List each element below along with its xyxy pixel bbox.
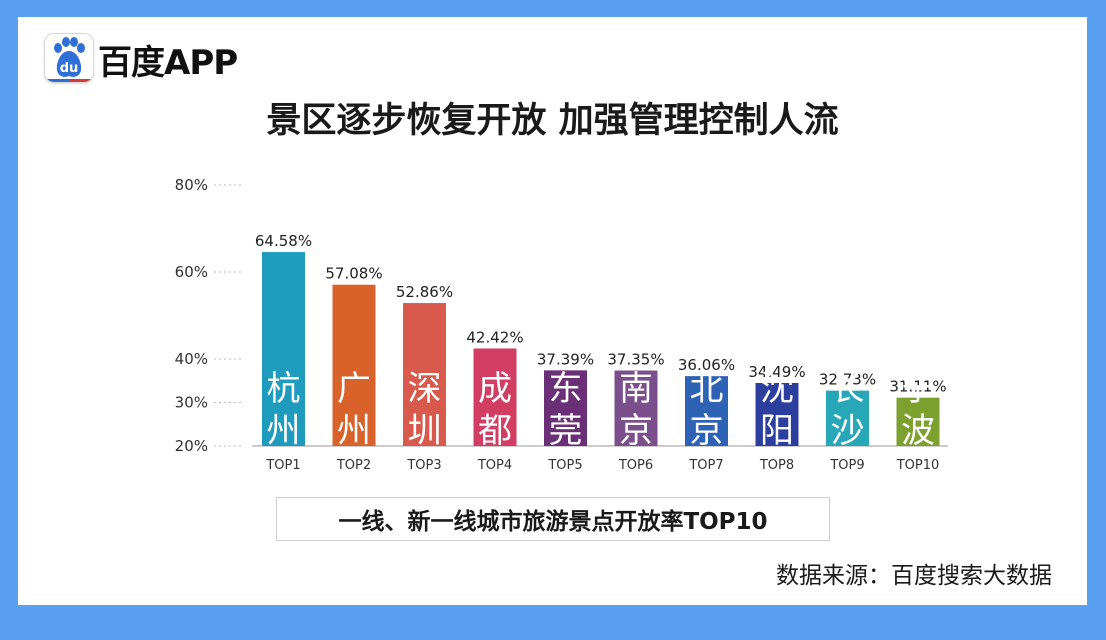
city-label: 圳 <box>408 411 442 451</box>
city-label: 州 <box>337 411 371 451</box>
x-tick-label: TOP5 <box>547 458 582 473</box>
city-label: 波 <box>901 411 935 451</box>
bar <box>826 390 869 446</box>
bar <box>473 348 517 446</box>
value-label: 52.86% <box>396 283 453 301</box>
city-label: 莞 <box>549 411 583 451</box>
value-label: 31.11% <box>889 378 946 396</box>
bar <box>544 370 587 446</box>
city-label: 深 <box>408 369 442 409</box>
page-title: 景区逐步恢复开放 加强管理控制人流 <box>266 101 839 141</box>
x-tick-label: TOP4 <box>477 458 512 473</box>
x-tick-label: TOP1 <box>265 458 300 473</box>
x-tick-label: TOP7 <box>688 458 723 473</box>
baidu-paw-icon: du <box>44 33 94 83</box>
bar <box>262 252 305 446</box>
value-label: 64.58% <box>255 232 312 250</box>
city-label: 京 <box>690 411 724 451</box>
city-label: 成 <box>478 369 512 409</box>
city-label: 北 <box>690 369 724 409</box>
value-label: 34.49% <box>748 363 805 381</box>
x-tick-label: TOP8 <box>759 458 794 473</box>
city-label: 宁 <box>901 369 935 409</box>
infographic-card: du 百度APP 景区逐步恢复开放 加强管理控制人流 20% 30% 40% 60% 8… <box>18 17 1087 605</box>
brand-name: 百度APP <box>98 43 238 83</box>
y-tick-label: 40% <box>175 350 208 368</box>
bar-chart: 20% 30% 40% 60% 80% 64.58% 杭州 TOP1 57.08% 广州 TOP2 5… <box>175 176 948 473</box>
value-label: 37.39% <box>537 350 594 368</box>
city-label: 沙 <box>831 411 865 451</box>
city-label: 杭 <box>267 369 301 409</box>
city-label: 南 <box>619 369 653 409</box>
value-label: 37.35% <box>607 351 664 369</box>
city-label: 京 <box>619 411 653 451</box>
x-tick-label: TOP3 <box>406 458 441 473</box>
logo-text: du <box>60 61 79 76</box>
value-label: 32.73% <box>819 371 876 389</box>
x-tick-label: TOP9 <box>829 458 864 473</box>
bar <box>403 303 446 446</box>
city-label: 沈 <box>760 369 794 409</box>
bar <box>896 397 940 446</box>
bar <box>685 376 728 446</box>
value-label: 57.08% <box>325 265 382 283</box>
data-source: 数据来源：百度搜索大数据 <box>776 563 1052 589</box>
y-tick-label: 30% <box>175 394 208 412</box>
city-label: 都 <box>478 411 512 451</box>
bar <box>614 370 658 446</box>
chart-caption: 一线、新一线城市旅游景点开放率TOP10 <box>276 497 830 541</box>
city-label: 州 <box>267 411 301 451</box>
bar <box>755 382 799 446</box>
y-tick-label: 80% <box>175 176 208 194</box>
value-label: 36.06% <box>678 356 735 374</box>
bar <box>332 284 376 446</box>
x-tick-label: TOP6 <box>618 458 653 473</box>
city-label: 阳 <box>760 411 794 451</box>
city-label: 广 <box>337 369 371 409</box>
y-tick-label: 20% <box>175 437 208 455</box>
value-label: 42.42% <box>466 328 523 346</box>
city-label: 东 <box>549 369 583 409</box>
y-tick-label: 60% <box>175 263 208 281</box>
city-label: 长 <box>831 369 865 409</box>
x-tick-label: TOP2 <box>336 458 371 473</box>
x-tick-label: TOP10 <box>896 458 940 473</box>
